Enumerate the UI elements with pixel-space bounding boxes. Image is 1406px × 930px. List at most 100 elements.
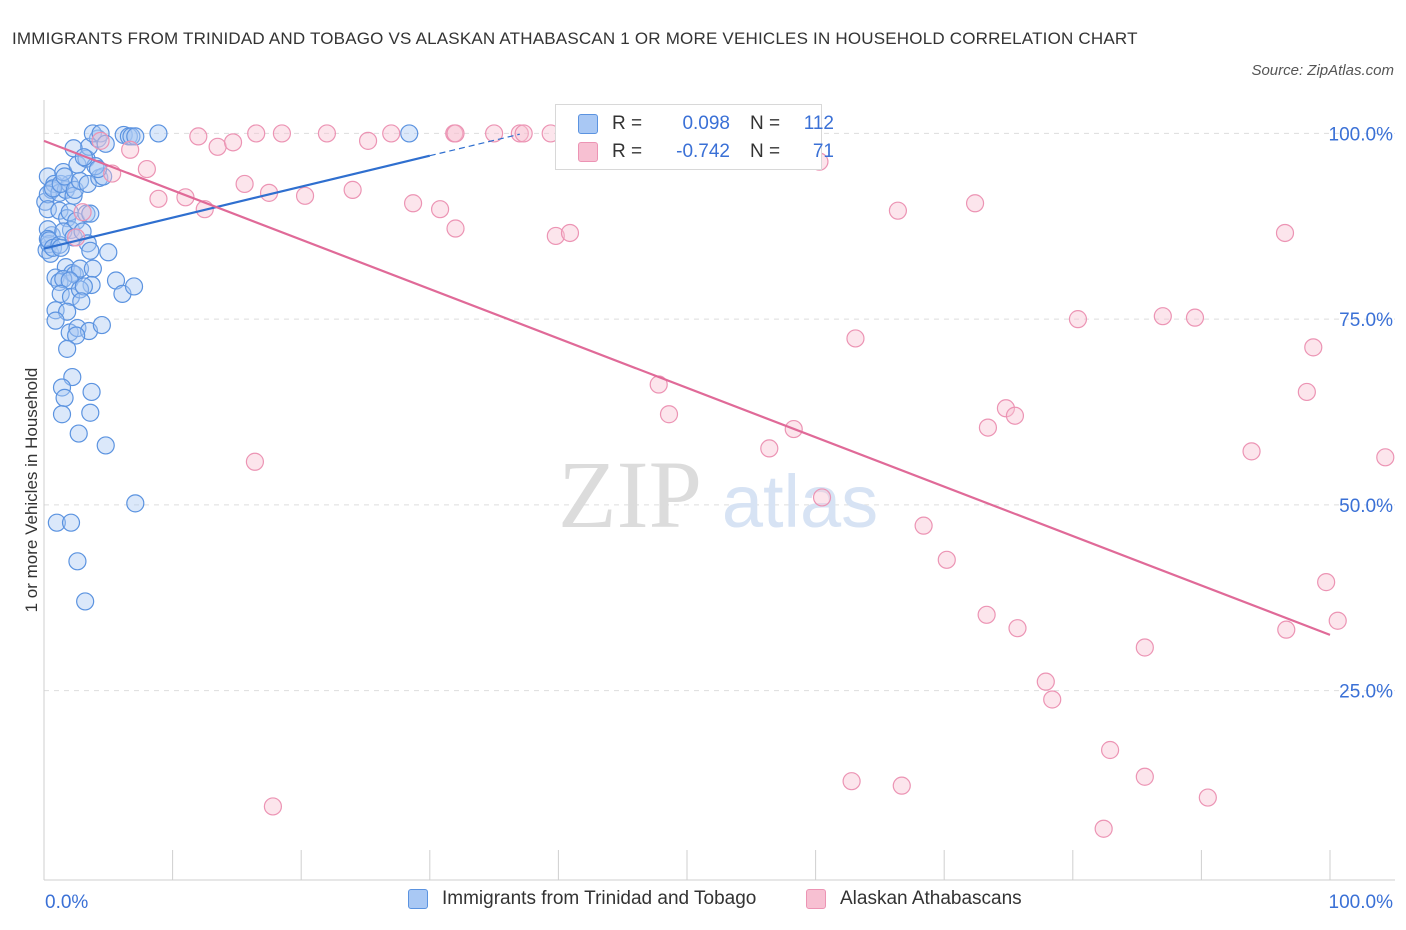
data-point-blue [70, 259, 90, 278]
data-point-pink [1135, 638, 1154, 657]
data-point-blue [83, 124, 102, 143]
data-point-blue [54, 269, 73, 289]
data-point-blue [91, 124, 110, 143]
data-point-pink [272, 124, 292, 143]
data-point-pink [446, 219, 465, 238]
data-point-blue [122, 127, 141, 146]
gridlines [44, 132, 1395, 692]
data-point-blue [67, 326, 86, 345]
data-point-pink [295, 186, 315, 205]
x-tick-label: 0.0% [45, 892, 88, 913]
data-point-blue [72, 292, 91, 311]
data-point-pink [403, 194, 423, 213]
bottom-legend: Immigrants from Trinidad and Tobago Alas… [0, 888, 1406, 918]
data-point-pink [760, 439, 779, 458]
data-point-pink [382, 124, 401, 143]
data-point-pink [263, 797, 283, 816]
data-point-pink [1297, 382, 1316, 402]
data-point-pink [1185, 308, 1205, 327]
data-point-blue [76, 592, 95, 611]
data-point-blue [81, 241, 100, 260]
data-point-pink [1005, 406, 1025, 425]
data-point-blue [38, 200, 57, 219]
trend-line-pink [43, 139, 1331, 636]
trend-lines [43, 133, 1331, 636]
data-point-blue [82, 275, 101, 295]
source-label: Source: ZipAtlas.com [1251, 62, 1394, 79]
y-tick-label: 25.0% [1339, 682, 1393, 703]
data-point-blue [400, 124, 419, 143]
legend-label-blue: Immigrants from Trinidad and Tobago [442, 888, 757, 909]
x-tick-label: 100.0% [1329, 892, 1394, 913]
data-point-pink [1135, 767, 1154, 786]
data-point-pink [978, 418, 998, 437]
stats-row-pink: R = -0.742 N = 71 [578, 138, 834, 166]
data-point-blue [68, 318, 87, 338]
stats-row-blue: R = 0.098 N = 112 [578, 110, 834, 138]
data-point-pink [1036, 672, 1055, 691]
data-point-blue [96, 436, 115, 455]
data-point-blue [38, 185, 57, 204]
data-point-pink [842, 772, 861, 791]
blue-swatch [578, 114, 598, 134]
watermark-atlas: atlas [722, 460, 878, 543]
data-point-pink [1242, 442, 1261, 461]
data-point-pink [1153, 307, 1172, 326]
data-point-pink [812, 488, 832, 507]
data-point-pink [121, 140, 140, 159]
legend-swatch-pink [806, 889, 826, 909]
data-point-pink [1275, 223, 1295, 243]
data-point-blue [69, 424, 88, 443]
chart-title: IMMIGRANTS FROM TRINIDAD AND TOBAGO VS A… [12, 29, 1138, 48]
data-point-pink [846, 329, 865, 348]
data-point-blue [52, 378, 72, 397]
data-point-pink [514, 124, 533, 143]
data-point-pink [546, 226, 565, 246]
data-point-pink [317, 124, 337, 143]
r-label: R = [612, 113, 643, 134]
data-point-pink [247, 124, 266, 143]
data-point-blue [81, 204, 100, 223]
data-point-pink [888, 201, 908, 220]
data-point-pink [245, 452, 265, 471]
pink-swatch [578, 142, 598, 162]
data-point-blue [99, 243, 118, 262]
data-point-blue [126, 127, 145, 146]
data-point-pink [1008, 619, 1027, 638]
data-point-pink [892, 776, 911, 795]
data-point-blue [149, 124, 168, 143]
data-point-pink [1317, 573, 1336, 592]
data-point-pink [1198, 788, 1217, 807]
legend-item-pink[interactable]: Alaskan Athabascans [806, 888, 1022, 910]
data-point-blue [46, 301, 65, 320]
data-point-pink [358, 131, 378, 150]
data-point-pink [1100, 740, 1120, 760]
data-point-pink [149, 189, 168, 208]
data-point-blue [68, 552, 87, 571]
data-point-blue [81, 403, 100, 422]
r-value: -0.742 [676, 141, 730, 162]
data-point-pink [1043, 690, 1062, 709]
watermark: ZIP atlas [558, 441, 878, 548]
data-point-pink [937, 550, 956, 569]
data-point-pink [91, 131, 110, 150]
data-point-blue [52, 405, 72, 424]
legend-swatch-blue [408, 889, 428, 909]
stats-legend: R = 0.098 N = 112 R = -0.742 N = 71 [555, 104, 834, 170]
y-tick-label: 50.0% [1339, 496, 1393, 517]
legend-item-blue[interactable]: Immigrants from Trinidad and Tobago [408, 888, 756, 910]
axes [43, 100, 1395, 881]
data-point-pink [914, 516, 933, 535]
data-point-blue [126, 494, 145, 513]
data-point-pink [343, 180, 362, 199]
data-point-pink [510, 124, 529, 143]
y-tick-label: 75.0% [1339, 310, 1393, 331]
data-point-pink [137, 159, 156, 179]
data-point-blue [96, 134, 115, 153]
data-point-blue [47, 513, 66, 532]
n-label: N = [750, 113, 781, 134]
y-tick-label: 100.0% [1329, 124, 1394, 145]
data-point-blue [61, 513, 81, 532]
data-points [36, 124, 1395, 838]
